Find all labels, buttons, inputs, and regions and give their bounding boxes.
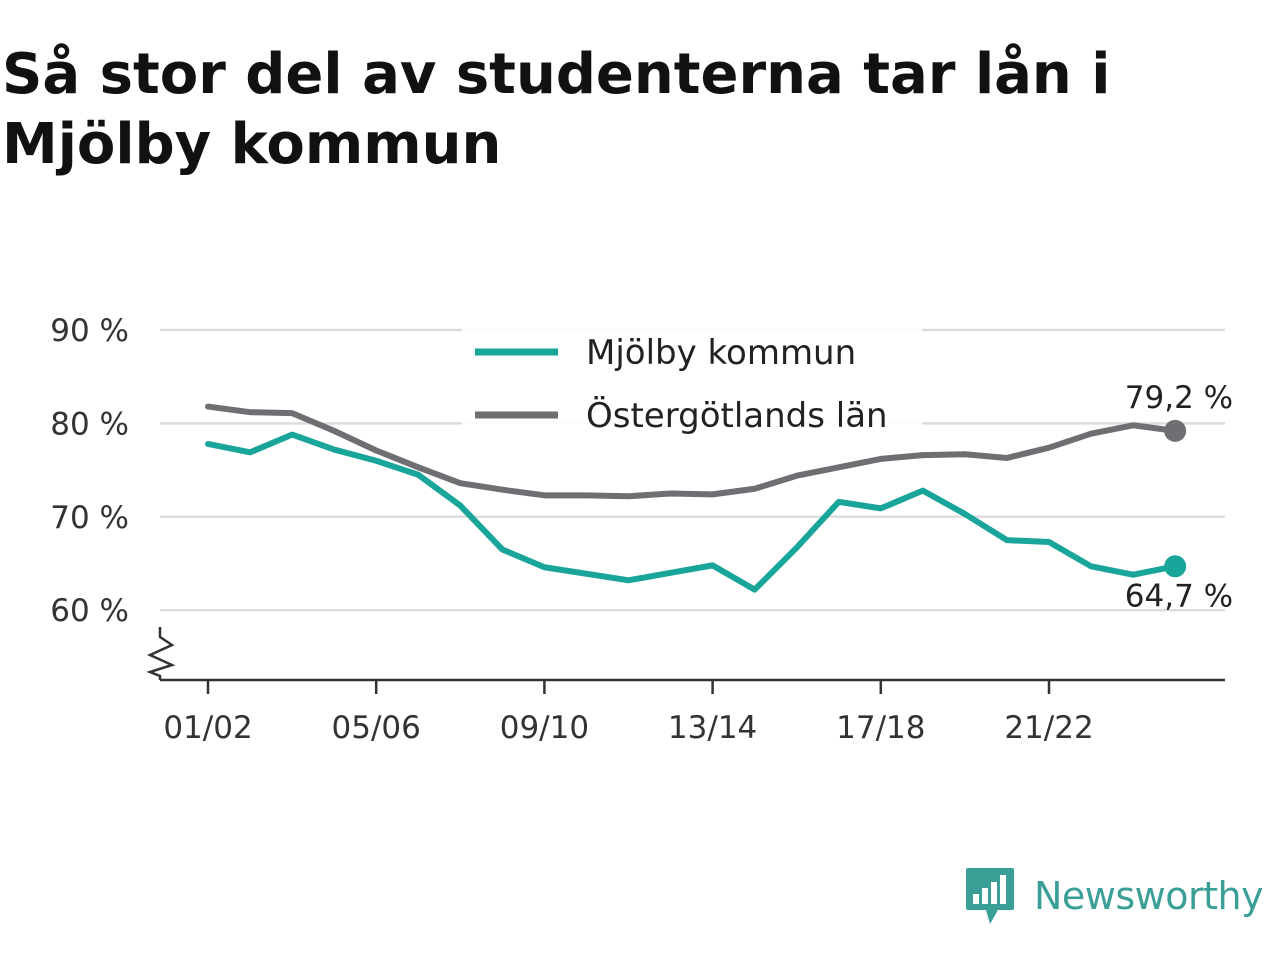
- logo-text: Newsworthy: [1034, 874, 1264, 918]
- legend: Mjölby kommun Östergötlands län: [462, 328, 922, 436]
- series-end-point: [1164, 555, 1187, 578]
- series-end-point: [1164, 419, 1187, 442]
- x-tick-label: 17/18: [836, 710, 925, 746]
- x-tick-label: 09/10: [500, 710, 589, 746]
- y-tick-label: 60 %: [50, 593, 129, 629]
- chart-title: Så stor del av studenterna tar lån i Mjö…: [2, 42, 1111, 177]
- y-tick-label: 80 %: [50, 406, 129, 442]
- x-axis-ticks: 01/02 05/06 09/10 13/14 17/18 21/22: [163, 680, 1094, 746]
- legend-background: [462, 328, 922, 428]
- end-label-mjolby: 64,7 %: [1125, 578, 1233, 614]
- y-axis-ticks: 60 % 70 % 80 % 90 %: [50, 313, 129, 629]
- x-tick-label: 01/02: [163, 710, 252, 746]
- axes: [146, 627, 1225, 682]
- y-tick-label: 70 %: [50, 500, 129, 536]
- legend-label: Östergötlands län: [586, 395, 888, 436]
- y-axis-break: [146, 627, 176, 680]
- x-tick-label: 05/06: [332, 710, 421, 746]
- y-tick-label: 90 %: [50, 313, 129, 349]
- x-tick-label: 13/14: [668, 710, 757, 746]
- legend-label: Mjölby kommun: [586, 333, 856, 373]
- newsworthy-logo[interactable]: Newsworthy: [964, 866, 1264, 926]
- series-lines: [205, 403, 1187, 593]
- series-line-ostergotland: [205, 403, 1179, 500]
- end-label-ostergotland: 79,2 %: [1125, 380, 1233, 416]
- bar-chart-speech-bubble-icon: [966, 868, 1014, 924]
- end-labels: 79,2 % 64,7 %: [1125, 380, 1233, 614]
- series-line-mjolby: [205, 431, 1179, 593]
- x-tick-label: 21/22: [1004, 710, 1093, 746]
